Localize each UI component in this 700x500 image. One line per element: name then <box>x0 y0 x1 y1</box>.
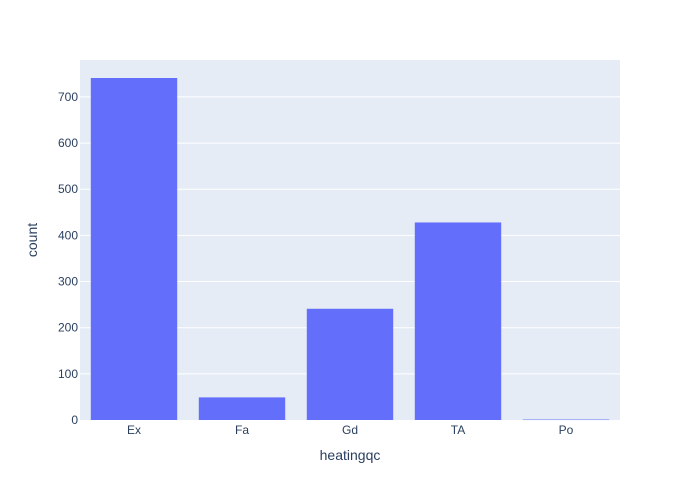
x-axis-title: heatingqc <box>320 447 381 463</box>
x-tick-labels: Ex Fa Gd TA Po <box>127 423 574 437</box>
y-tick-label: 500 <box>58 182 78 196</box>
y-tick-labels: 0 100 200 300 400 500 600 700 <box>58 90 78 427</box>
x-tick-label: Ex <box>127 423 141 437</box>
y-tick-label: 100 <box>58 367 78 381</box>
y-tick-label: 400 <box>58 228 78 242</box>
x-tick-label: Fa <box>235 423 249 437</box>
y-tick-label: 600 <box>58 136 78 150</box>
y-tick-label: 300 <box>58 275 78 289</box>
y-tick-label: 200 <box>58 321 78 335</box>
x-tick-label: Gd <box>342 423 358 437</box>
bar-fa[interactable] <box>198 397 286 420</box>
x-tick-label: Po <box>559 423 574 437</box>
y-tick-label: 700 <box>58 90 78 104</box>
y-axis-title: count <box>24 223 40 257</box>
bars <box>90 78 610 421</box>
bar-po[interactable] <box>522 419 610 421</box>
bar-gd[interactable] <box>306 308 394 420</box>
y-tick-label: 0 <box>71 413 78 427</box>
bar-ta[interactable] <box>414 222 502 420</box>
bar-ex[interactable] <box>90 78 178 420</box>
x-tick-label: TA <box>451 423 465 437</box>
